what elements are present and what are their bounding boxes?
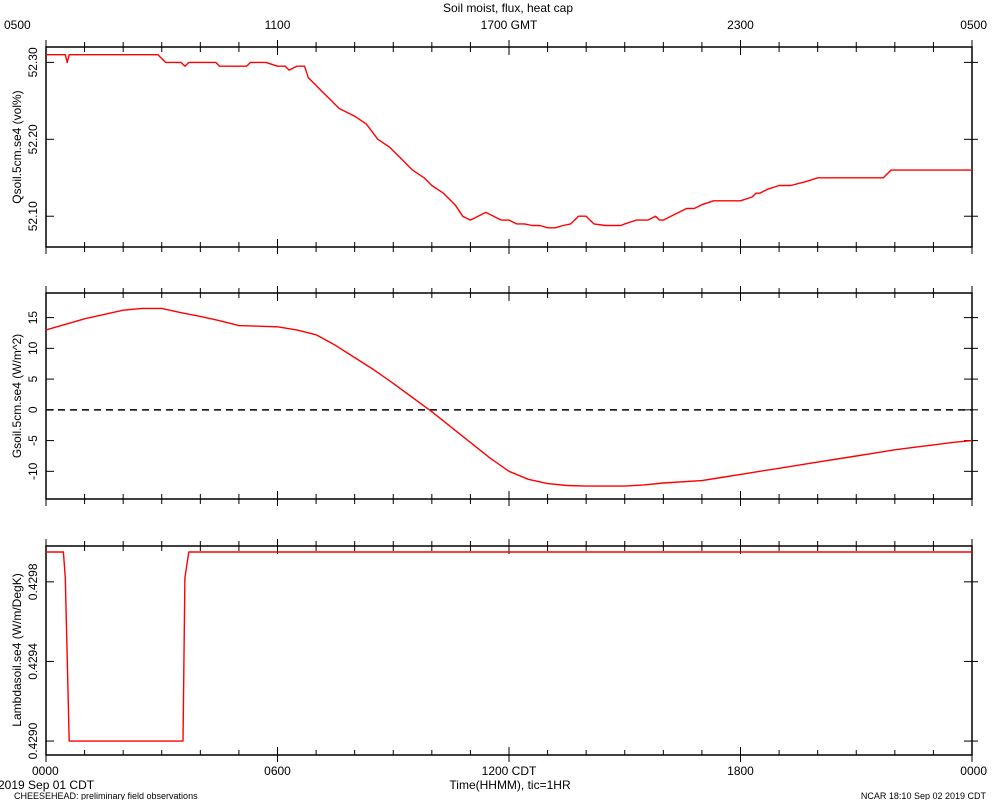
- panel-gsoil-frame: [45, 292, 973, 500]
- top-tick-label: 0500: [4, 18, 31, 32]
- y-tick-label: -5: [26, 435, 40, 446]
- bottom-axis-tick-labels: 0000 0600 1200 CDT 1800 0000: [32, 764, 987, 778]
- top-axis-tick-labels: 0500 1100 1700 GMT 2300 0500: [4, 18, 987, 32]
- bottom-tick-label: 0600: [264, 764, 291, 778]
- y-tick-label: 0.4298: [26, 563, 40, 600]
- footer-timestamp: NCAR 18:10 Sep 02 2019 CDT: [861, 791, 987, 800]
- qsoil-series-line: [46, 54, 972, 229]
- gsoil-series-line: [45, 307, 973, 487]
- top-tick-label: 1700 GMT: [481, 18, 538, 32]
- lambda-y-axis-label: Lambdasoil.se4 (W/m/DegK): [10, 573, 24, 726]
- panel-qsoil-y-tick-labels: 52.10 52.20 52.30: [26, 47, 40, 231]
- bottom-tick-label: 1800: [727, 764, 754, 778]
- y-tick-label: 0.4290: [26, 722, 40, 759]
- footer-project: CHEESEHEAD: preliminary field observatio…: [14, 791, 198, 800]
- bottom-axis-title: Time(HHMM), tic=1HR: [449, 778, 571, 792]
- y-tick-label: 0: [26, 406, 40, 413]
- footer-date: 2019 Sep 01 CDT: [0, 778, 95, 792]
- top-tick-label: 2300: [727, 18, 754, 32]
- bottom-tick-label: 1200 CDT: [482, 764, 537, 778]
- panel-lambda-ticks: [45, 539, 978, 762]
- panel-gsoil-y-tick-labels: -10 -5 0 5 10 15: [26, 311, 40, 480]
- y-tick-label: 52.20: [26, 124, 40, 154]
- panel-gsoil-ticks: [45, 286, 978, 506]
- y-tick-label: 10: [26, 341, 40, 355]
- bottom-tick-label: 0000: [32, 764, 59, 778]
- gsoil-y-axis-label: Gsoil.5cm.se4 (W/m^2): [10, 334, 24, 458]
- panel-gsoil: -10 -5 0 5 10 15 Gsoil.5cm.se4 (W/m^2): [10, 286, 978, 506]
- panel-lambda-y-tick-labels: 0.4290 0.4294 0.4298: [26, 563, 40, 759]
- bottom-tick-label: 0000: [960, 764, 987, 778]
- panel-qsoil-ticks: [45, 40, 978, 254]
- lambda-series-line: [46, 551, 972, 742]
- y-tick-label: -10: [26, 462, 40, 480]
- qsoil-y-axis-label: Qsoil.5cm.se4 (vol%): [10, 90, 24, 203]
- top-tick-label: 0500: [960, 18, 987, 32]
- y-tick-label: 52.30: [26, 47, 40, 77]
- y-tick-label: 15: [26, 311, 40, 325]
- top-tick-label: 1100: [265, 18, 291, 32]
- y-tick-label: 5: [26, 375, 40, 382]
- y-tick-label: 52.10: [26, 201, 40, 231]
- chart-title: Soil moist, flux, heat cap: [443, 1, 573, 15]
- panel-qsoil-frame: [45, 46, 973, 248]
- y-tick-label: 0.4294: [26, 643, 40, 680]
